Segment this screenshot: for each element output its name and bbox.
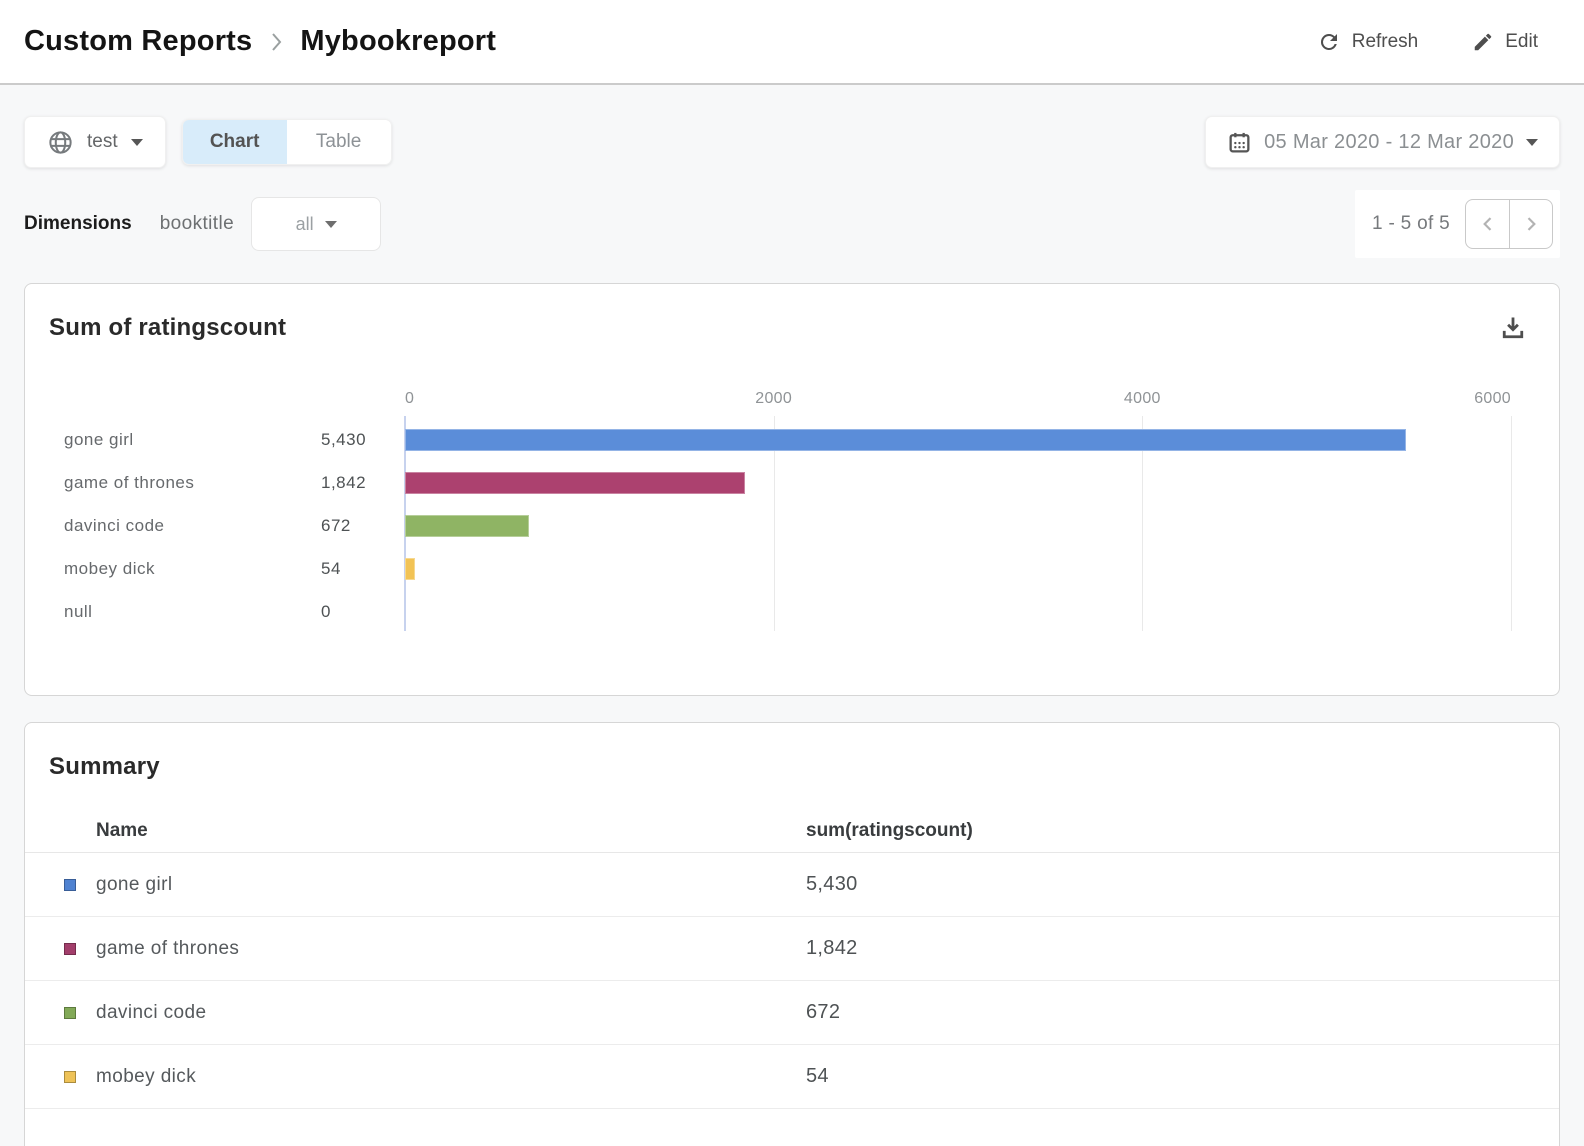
tab-table[interactable]: Table [286,120,391,164]
summary-name-label: gone girl [96,873,173,895]
chart-category-label: davinci code [64,515,165,535]
chart-bar [405,514,529,537]
table-row: game of thrones 1,842 [25,917,1559,981]
gridline [773,416,775,631]
x-axis-tick-label: 6000 [1474,390,1511,407]
refresh-icon [1317,30,1341,54]
main-content: test Chart Table 05 Mar 2020 - 12 Mar 20… [0,116,1584,1146]
table-row: gone girl 5,430 [25,853,1559,917]
summary-name-label: mobey dick [96,1065,197,1087]
chart-card-title: Sum of ratingscount [49,314,287,341]
view-toggle: Chart Table [181,119,392,165]
column-header-name: Name [96,819,148,841]
series-color-swatch [64,942,76,955]
chart-category-label: mobey dick [64,558,155,578]
pagination-next-button[interactable] [1509,200,1552,248]
refresh-label: Refresh [1351,30,1419,52]
summary-value-cell: 54 [806,1065,829,1087]
chart-row: davinci code 672 [64,504,1511,547]
chart-row: null 0 [64,590,1511,633]
column-header-value: sum(ratingscount) [806,819,973,841]
chart-value-label: 5,430 [321,429,367,449]
summary-name-cell: mobey dick [64,1066,806,1088]
chart-bar-track [405,514,1511,537]
chart-value-label: 0 [321,601,331,621]
summary-card: Summary Name sum(ratingscount) gone girl… [24,722,1560,1146]
caret-down-icon [130,138,143,146]
scope-label: test [87,131,118,152]
edit-button[interactable]: Edit [1472,30,1538,54]
series-color-swatch [64,1070,76,1083]
summary-table-header: Name sum(ratingscount) [25,809,1559,853]
summary-value-cell: 672 [806,1001,841,1023]
summary-table-body: gone girl 5,430 game of thrones 1,842 davinc… [25,853,1559,1109]
table-row: mobey dick 54 [25,1045,1559,1109]
summary-name-label: davinci code [96,1001,207,1023]
chart-bar [405,557,415,580]
summary-name-cell: davinci code [64,1002,806,1024]
chart-bar [405,428,1406,451]
chart-bar-track [405,601,1511,623]
edit-label: Edit [1505,30,1538,52]
chart-rows: gone girl 5,430 game of thrones 1,842 davinc… [64,416,1511,633]
edit-pencil-icon [1472,31,1494,53]
chart-category-label: game of thrones [64,472,195,492]
chart-card: Sum of ratingscount 0 2000 4000 6000 gone g… [24,283,1560,696]
x-axis-tick-label: 4000 [1123,390,1161,407]
summary-value-cell: 1,842 [806,937,858,959]
chart-value-label: 54 [321,558,341,578]
dimensions-label: Dimensions [24,213,132,234]
chart-category-label: null [64,601,93,621]
pagination: 1 - 5 of 5 [1355,190,1560,258]
x-axis-tick-label: 0 [405,390,415,407]
calendar-icon [1227,130,1252,155]
dimension-filter-dropdown[interactable]: all [251,197,382,251]
gridline [1142,416,1144,631]
page-header: Custom Reports Mybookreport Refresh Edit [0,0,1584,85]
bar-chart: 0 2000 4000 6000 gone girl 5,430 game of thro… [25,390,1559,631]
dimensions-row: Dimensions booktitle all 1 - 5 of 5 [24,190,1560,258]
chart-row: gone girl 5,430 [64,418,1511,461]
x-axis-tick-label: 2000 [755,390,793,407]
dimension-filter-value: all [295,213,314,234]
dimension-field-label: booktitle [159,213,235,234]
header-actions: Refresh Edit [1317,30,1538,54]
gridline [1511,416,1512,631]
pagination-range-text: 1 - 5 of 5 [1372,213,1450,234]
chart-value-label: 1,842 [321,472,367,492]
globe-icon [47,129,74,156]
chart-bar [405,471,745,494]
x-axis-ticks: 0 2000 4000 6000 [405,390,1511,416]
chart-bar-track [405,557,1511,580]
chevron-right-icon [266,29,286,55]
date-range-picker[interactable]: 05 Mar 2020 - 12 Mar 2020 [1205,116,1560,168]
download-icon [1502,317,1524,339]
summary-name-label: game of thrones [96,937,240,959]
toolbar: test Chart Table 05 Mar 2020 - 12 Mar 20… [24,116,1560,168]
chart-value-label: 672 [321,515,351,535]
pagination-prev-button[interactable] [1466,200,1509,248]
chart-row: mobey dick 54 [64,547,1511,590]
table-row: davinci code 672 [25,981,1559,1045]
breadcrumb-parent[interactable]: Custom Reports [24,25,253,57]
summary-title: Summary [49,753,160,780]
summary-name-cell: gone girl [64,874,806,896]
scope-dropdown[interactable]: test [24,116,166,168]
chart-bar-track [405,471,1511,494]
summary-name-cell: game of thrones [64,938,806,960]
download-button[interactable] [1499,314,1527,342]
caret-down-icon [324,220,337,228]
refresh-button[interactable]: Refresh [1317,30,1419,54]
breadcrumb-current: Mybookreport [300,25,497,57]
chart-category-label: gone girl [64,429,134,449]
date-range-label: 05 Mar 2020 - 12 Mar 2020 [1264,130,1514,153]
breadcrumb: Custom Reports Mybookreport [24,25,496,58]
chart-bar-track [405,428,1511,451]
caret-down-icon [1526,138,1538,146]
summary-value-cell: 5,430 [806,873,858,895]
tab-chart[interactable]: Chart [182,120,287,164]
series-color-swatch [64,1006,76,1019]
series-color-swatch [64,878,76,891]
chart-row: game of thrones 1,842 [64,461,1511,504]
